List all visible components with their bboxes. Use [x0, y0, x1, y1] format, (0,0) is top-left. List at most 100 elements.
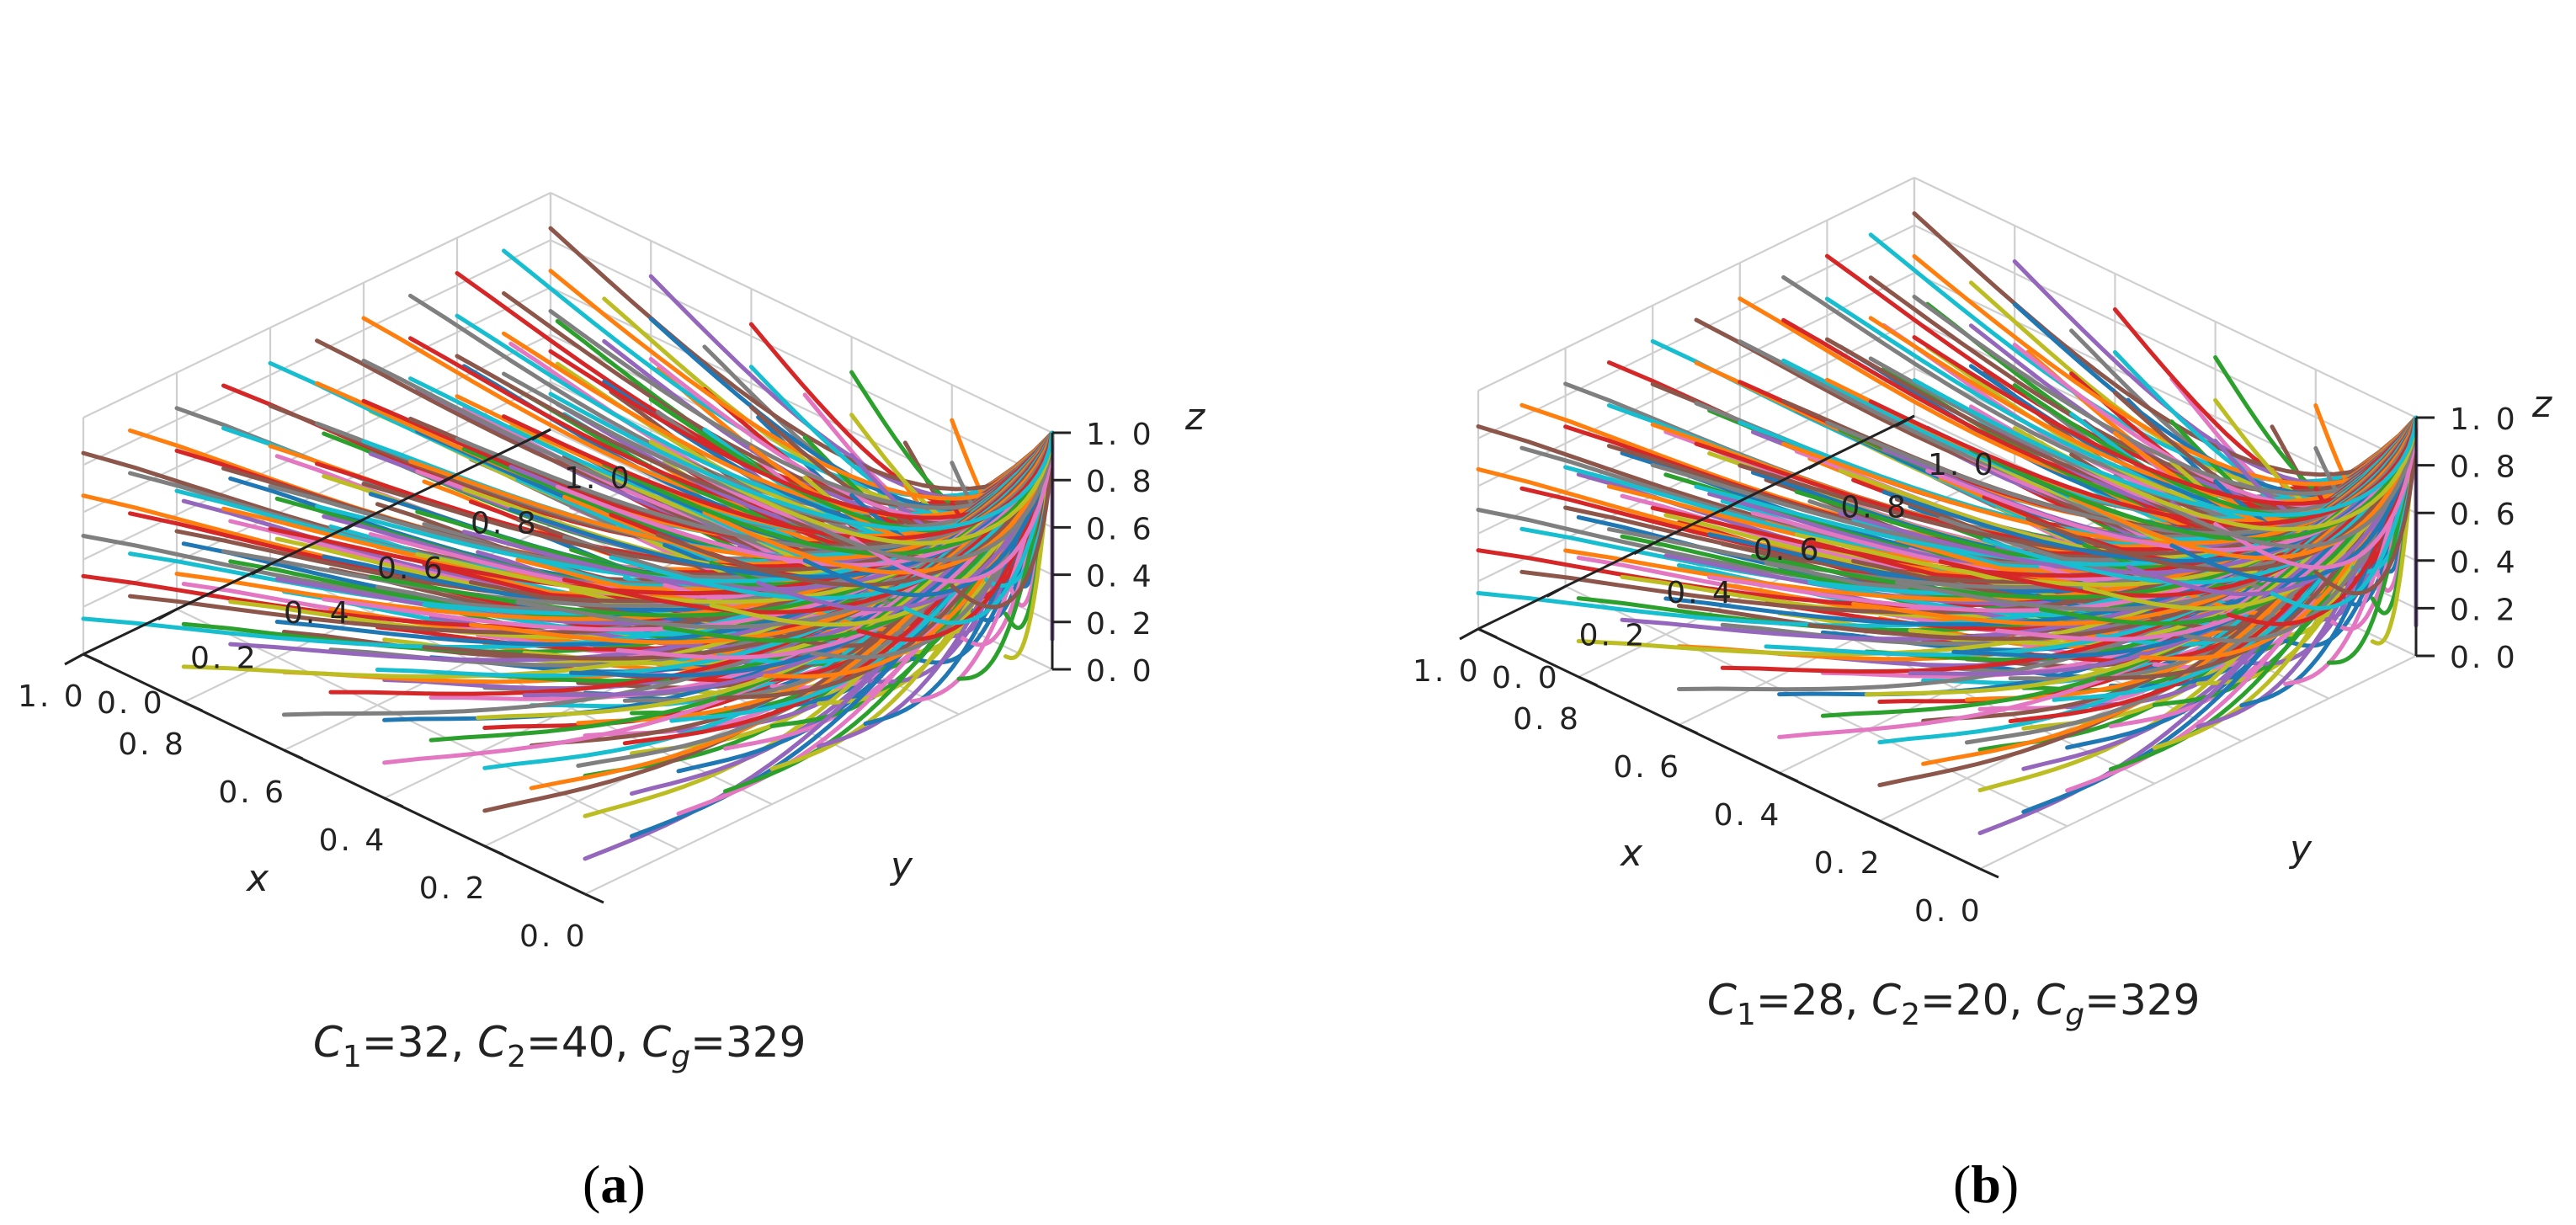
floor-gridline-x-0	[1979, 655, 2417, 870]
panel-b-z-axis-label: z	[2531, 383, 2552, 426]
z-tick-label: 0. 0	[1086, 654, 1154, 689]
trajectory-line	[1912, 378, 2419, 518]
z-tick-label: 0. 0	[2450, 641, 2518, 675]
x-tick-mark	[1678, 723, 1699, 735]
y-tick-mark	[531, 428, 551, 441]
panel-b-c1-subscript: 1	[1737, 998, 1756, 1032]
wall-y-gridline-z-4	[1913, 224, 2417, 466]
z-tick-label: 0. 2	[1086, 607, 1154, 642]
wall-y-gridline-z-5	[550, 192, 1053, 434]
y-tick-label: 1. 0	[1928, 448, 1996, 482]
trajectory-line	[950, 430, 1055, 610]
y-tick-mark	[344, 518, 365, 531]
x-tick-mark	[1879, 819, 1899, 831]
panel-a-c2-subscript: 2	[507, 1040, 526, 1074]
x-tick-mark	[584, 892, 604, 904]
wall-x-gridline-z-4	[1477, 224, 1915, 439]
z-tick-label: 0. 4	[1086, 560, 1154, 594]
y-tick-mark	[157, 608, 178, 620]
trajectory-line	[2112, 415, 2419, 549]
panel-a-y-axis-label: y	[889, 844, 913, 887]
trajectory-line	[2012, 415, 2419, 532]
panel-a-axes: 0. 0 0. 0 0. 0 0. 2 0. 2 0. 2 0. 4 0. 4 0. 4 0. 6…	[18, 418, 1154, 954]
y-tick-label: 0. 4	[284, 596, 352, 631]
trajectory-line	[748, 430, 1055, 563]
panel-a-cg-subscript: g	[671, 1040, 690, 1074]
y-tick-label: 1. 0	[564, 461, 632, 496]
panel-a-x-axis-label: x	[245, 857, 269, 900]
trajectory-line	[2069, 415, 2419, 561]
y-tick-label: 0. 6	[1754, 533, 1822, 567]
y-tick-mark	[1633, 542, 1653, 556]
panel-a-c1-subscript: 1	[343, 1040, 362, 1074]
trajectory-line	[702, 430, 1055, 575]
x-tick-mark	[1477, 627, 1498, 639]
y-tick-mark	[64, 652, 84, 666]
y-tick-label: 0. 0	[97, 686, 165, 721]
z-tick-label: 1. 0	[2450, 402, 2518, 437]
y-tick-label: 0. 2	[190, 642, 258, 676]
panel-a-c2-symbol: C	[477, 1018, 507, 1067]
panel-a-caption: C1=32, C2=40, Cg=329	[313, 1018, 806, 1074]
z-tick-label: 0. 4	[2450, 546, 2518, 580]
x-tick-label: 0. 2	[1814, 846, 1882, 881]
z-tick-label: 0. 8	[1086, 465, 1154, 499]
trajectory-line	[2313, 415, 2419, 596]
wall-x-gridline-z-4	[82, 239, 551, 466]
floor-gridline-y-1	[176, 608, 679, 850]
trajectory-line	[602, 430, 1055, 557]
y-tick-label: 0. 8	[471, 506, 539, 541]
wall-x-gridline-z-5	[1477, 177, 1915, 391]
x-tick-mark	[1979, 867, 1999, 879]
panel-a-3d-plot: 0. 0 0. 0 0. 0 0. 2 0. 2 0. 2 0. 4 0. 4 0. 4 0. 6…	[18, 192, 1206, 1214]
z-tick-label: 1. 0	[1086, 418, 1154, 452]
panel-a-c2-value: =40,	[526, 1018, 641, 1067]
x-tick-label: 0. 4	[319, 823, 387, 858]
panel-b-caption: C1=28, C2=20, Cg=329	[1707, 976, 2200, 1032]
y-tick-mark	[1721, 499, 1741, 513]
panel-b-cg-symbol: C	[2036, 976, 2065, 1025]
trajectory-line	[1968, 415, 2419, 542]
trajectory-line	[2213, 415, 2419, 570]
panel-b-c2-subscript: 2	[1901, 998, 1920, 1032]
y-tick-label: 0. 2	[1579, 618, 1647, 652]
y-tick-mark	[1459, 627, 1479, 641]
z-tick-label: 0. 6	[2450, 498, 2518, 532]
panel-a-cg-value: =329	[690, 1018, 806, 1067]
y-tick-label: 0. 4	[1666, 576, 1734, 610]
panel-b-c2-value: =20,	[1920, 976, 2036, 1025]
floor-gridline-y-1	[1565, 585, 2068, 828]
wall-y-gridline-z-5	[1913, 177, 2417, 418]
trajectory-line	[849, 430, 1055, 583]
x-tick-label: 0. 8	[118, 727, 186, 762]
wall-y-gridline-z-4	[550, 239, 1053, 482]
panel-b-c1-value: =28,	[1756, 976, 1871, 1025]
y-tick-label: 0. 6	[377, 551, 445, 586]
panel-a-c1-value: =32,	[362, 1018, 477, 1067]
panel-b-cg-subscript: g	[2065, 998, 2084, 1032]
panel-a-label-close: )	[627, 1154, 645, 1214]
x-tick-mark	[1778, 771, 1799, 783]
panel-b-c2-symbol: C	[1871, 976, 1901, 1025]
panel-b-y-axis-label: y	[2288, 828, 2313, 871]
x-tick-mark	[183, 700, 203, 712]
panel-b-x-axis-label: x	[1619, 832, 1643, 875]
y-tick-mark	[1546, 585, 1567, 598]
y-tick-mark	[251, 562, 271, 576]
x-tick-mark	[82, 652, 103, 664]
x-tick-mark	[1578, 675, 1598, 687]
wall-x-gridline-z-5	[82, 192, 551, 418]
panel-b-axes: 0. 0 0. 0 0. 0 0. 2 0. 2 0. 2 0. 4 0. 4 0. 4 0. 6…	[1413, 402, 2518, 929]
panel-a-c1-symbol: C	[313, 1018, 343, 1067]
trajectory-line	[648, 430, 1055, 546]
y-tick-mark	[1895, 414, 1915, 428]
panel-a-label-letter: a	[600, 1154, 627, 1214]
y-tick-mark	[1807, 457, 1828, 470]
panel-a-label-open: (	[583, 1154, 600, 1214]
x-tick-label: 0. 6	[218, 775, 286, 810]
z-tick-label: 0. 8	[2450, 450, 2518, 485]
x-tick-label: 0. 8	[1513, 702, 1581, 737]
panel-b-label-letter: b	[1971, 1154, 2001, 1214]
y-tick-label: 0. 0	[1492, 661, 1560, 695]
